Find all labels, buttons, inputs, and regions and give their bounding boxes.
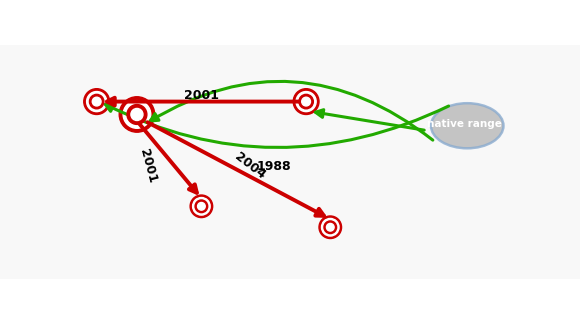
Circle shape xyxy=(195,200,208,213)
Circle shape xyxy=(190,195,213,218)
Circle shape xyxy=(131,109,143,121)
Circle shape xyxy=(296,91,316,112)
FancyArrowPatch shape xyxy=(316,110,424,130)
FancyArrowPatch shape xyxy=(150,81,433,140)
Circle shape xyxy=(327,224,334,231)
Circle shape xyxy=(193,198,210,215)
Circle shape xyxy=(89,94,104,109)
Text: 2001: 2001 xyxy=(184,89,219,102)
FancyArrowPatch shape xyxy=(106,104,448,147)
Circle shape xyxy=(319,216,342,238)
Text: 2001: 2001 xyxy=(137,147,159,185)
Circle shape xyxy=(123,101,151,128)
Circle shape xyxy=(198,202,205,210)
Circle shape xyxy=(84,89,110,114)
Circle shape xyxy=(321,218,339,236)
Circle shape xyxy=(293,89,319,114)
Text: 2004: 2004 xyxy=(232,150,267,182)
Circle shape xyxy=(299,94,313,109)
Circle shape xyxy=(92,97,101,106)
Circle shape xyxy=(86,91,107,112)
Circle shape xyxy=(119,97,155,132)
Text: native range: native range xyxy=(426,119,502,129)
Circle shape xyxy=(324,221,336,234)
Circle shape xyxy=(127,105,147,124)
Circle shape xyxy=(302,97,310,106)
Ellipse shape xyxy=(431,103,503,148)
Text: 1988: 1988 xyxy=(256,159,291,172)
